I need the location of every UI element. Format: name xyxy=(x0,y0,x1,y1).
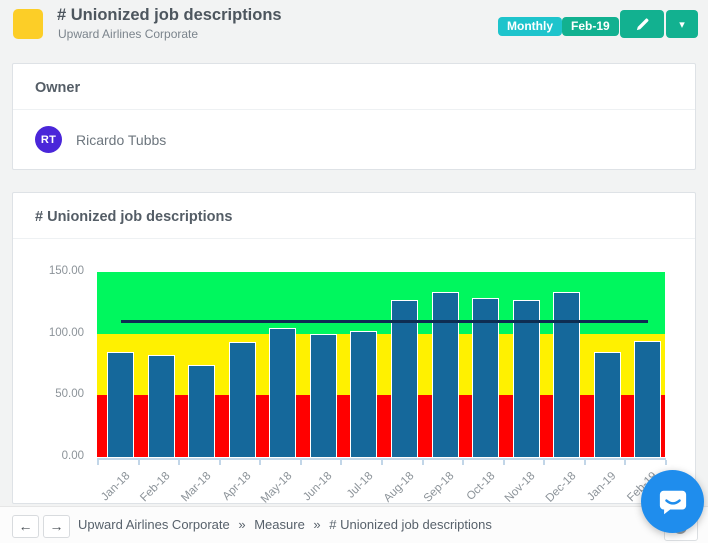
owner-card: Owner RT Ricardo Tubbs xyxy=(12,63,696,170)
breadcrumb-separator: » xyxy=(238,517,246,532)
x-axis-line xyxy=(97,458,666,460)
x-axis-tick xyxy=(381,460,383,465)
measure-type-icon xyxy=(13,9,43,39)
chart-card: # Unionized job descriptions 150.00 100.0… xyxy=(12,192,696,506)
breadcrumb-measure: # Unionized job descriptions xyxy=(329,517,492,532)
bar-Aug-18[interactable] xyxy=(391,300,418,457)
chat-icon xyxy=(657,487,689,517)
footer-bar: ← → Upward Airlines Corporate » Measure … xyxy=(0,506,708,543)
x-axis-label: May-18 xyxy=(258,470,295,506)
breadcrumb-separator: » xyxy=(313,517,321,532)
bar-Mar-18[interactable] xyxy=(188,364,216,457)
x-axis-tick xyxy=(502,460,505,465)
x-axis-tick xyxy=(583,460,586,465)
x-axis-tick xyxy=(299,460,302,465)
bar-Sep-18[interactable] xyxy=(431,291,459,457)
chart-region: 150.00 100.00 50.00 0.00 Jan-18 Feb-18 Mar-18… xyxy=(49,265,667,506)
x-axis-tick xyxy=(218,460,221,465)
bar-Dec-18[interactable] xyxy=(553,291,581,457)
x-axis-tick xyxy=(97,460,99,465)
x-axis-tick xyxy=(462,460,465,465)
bar-Feb-18[interactable] xyxy=(147,354,175,457)
bar-Jul-18[interactable] xyxy=(350,331,378,457)
breadcrumb-organization[interactable]: Upward Airlines Corporate xyxy=(78,517,230,532)
edit-dropdown-button[interactable]: ▾ xyxy=(666,10,698,38)
x-axis-label: Aug-18 xyxy=(381,470,416,505)
x-axis-tick xyxy=(624,460,627,465)
x-axis-label: Jan-19 xyxy=(585,470,619,504)
x-axis-tick xyxy=(340,460,343,465)
x-axis-label: Dec-18 xyxy=(543,470,579,505)
x-axis-label: Feb-18 xyxy=(138,470,173,505)
y-axis-label: 0.00 xyxy=(61,450,84,462)
pencil-icon xyxy=(635,17,650,32)
chevron-down-icon: ▾ xyxy=(679,18,685,31)
bar-Oct-18[interactable] xyxy=(472,297,500,457)
x-axis-tick xyxy=(259,460,262,465)
x-axis-label: Oct-18 xyxy=(464,470,498,503)
page-title: # Unionized job descriptions xyxy=(57,6,282,24)
bar-Feb-19[interactable] xyxy=(634,341,662,457)
x-axis-label: Nov-18 xyxy=(502,470,538,505)
owner-row[interactable]: RT Ricardo Tubbs xyxy=(35,126,166,153)
y-axis-label: 150.00 xyxy=(48,265,84,277)
x-axis-tick xyxy=(665,460,667,465)
x-axis-tick xyxy=(137,460,140,465)
bar-Jan-18[interactable] xyxy=(107,352,134,457)
x-axis-label: Jul-18 xyxy=(344,470,376,501)
bar-May-18[interactable] xyxy=(269,327,297,457)
chart-heading: # Unionized job descriptions xyxy=(13,193,695,239)
plot-area xyxy=(97,272,665,457)
x-axis-tick xyxy=(178,460,181,465)
y-axis-label: 50.00 xyxy=(55,388,84,401)
breadcrumb-section[interactable]: Measure xyxy=(254,517,305,532)
bar-Jun-18[interactable] xyxy=(309,333,337,457)
period-badge[interactable]: Feb-19 xyxy=(562,17,619,36)
frequency-badge: Monthly xyxy=(498,17,562,36)
breadcrumb: Upward Airlines Corporate » Measure » # … xyxy=(78,507,492,542)
owner-name: Ricardo Tubbs xyxy=(76,131,167,148)
bar-Nov-18[interactable] xyxy=(512,300,540,457)
y-axis-label: 100.00 xyxy=(48,326,84,339)
page-subtitle: Upward Airlines Corporate xyxy=(58,27,199,41)
edit-split-button: ▾ xyxy=(620,10,698,38)
x-axis-tick xyxy=(543,460,546,465)
owner-heading: Owner xyxy=(13,64,695,110)
target-line xyxy=(120,320,648,324)
x-axis-label: Jan-18 xyxy=(98,470,132,504)
back-arrow-button[interactable]: ← xyxy=(12,515,39,538)
x-axis-tick xyxy=(421,460,424,465)
bar-Jan-19[interactable] xyxy=(593,352,621,457)
x-axis-label: Jun-18 xyxy=(301,470,335,504)
x-axis-label: Apr-18 xyxy=(220,470,254,503)
edit-button[interactable] xyxy=(620,10,664,38)
forward-arrow-button[interactable]: → xyxy=(43,515,70,538)
y-axis: 150.00 100.00 50.00 0.00 xyxy=(9,265,89,462)
chat-bubble-button[interactable] xyxy=(641,470,704,533)
x-axis-label: Sep-18 xyxy=(421,470,457,505)
avatar: RT xyxy=(35,126,62,153)
bar-Apr-18[interactable] xyxy=(228,342,256,457)
x-axis-label: Mar-18 xyxy=(178,470,214,505)
